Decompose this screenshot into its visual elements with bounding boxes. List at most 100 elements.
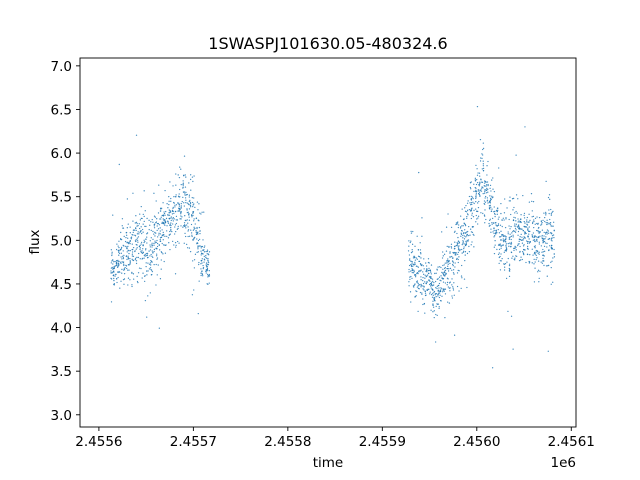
data-point [156,245,159,248]
data-point [141,228,144,231]
data-point [471,214,473,216]
data-point [425,265,428,267]
data-point [149,224,151,226]
data-point [121,255,124,257]
data-point [178,193,180,195]
data-point [206,267,209,270]
data-point [158,184,160,186]
data-point [123,273,126,275]
data-point [128,269,130,271]
data-point [548,222,550,225]
data-point [117,276,119,279]
data-point [483,185,485,187]
data-point [117,263,120,265]
data-point [523,231,526,233]
data-point [142,251,145,253]
data-point [137,272,140,274]
data-point [443,253,446,255]
data-point [548,212,550,215]
data-point [420,284,422,287]
data-point [477,202,479,204]
data-point [422,285,424,287]
data-point [183,202,185,204]
chart-title: 1SWASPJ101630.05-480324.6 [208,34,447,53]
data-point [136,239,139,241]
data-point [463,231,465,234]
data-point [433,317,435,319]
data-point [435,305,437,308]
data-point [491,367,494,369]
data-point [169,249,171,251]
data-point [178,207,180,210]
data-point [185,199,187,201]
data-point [429,277,432,279]
data-point [200,213,202,215]
data-point [206,257,208,260]
data-point [175,219,177,221]
data-point [201,262,203,264]
data-point [438,306,440,308]
data-point [489,187,491,190]
data-point [134,234,136,236]
data-point [412,230,414,233]
data-point [150,229,152,232]
data-point [409,258,411,260]
data-point [158,232,160,234]
data-point [491,195,493,197]
data-point [517,225,520,227]
data-point [553,253,556,255]
data-point [170,200,172,202]
data-point [192,210,195,213]
data-point [455,258,458,260]
data-point [204,245,206,247]
data-point [498,256,500,259]
data-point [143,239,145,241]
data-point [489,201,491,203]
data-point [528,238,530,240]
data-point [166,230,168,232]
data-point [509,242,511,244]
data-point [186,208,188,210]
data-point [202,264,204,267]
data-point [538,243,541,245]
data-point [471,226,474,228]
data-point [157,264,159,266]
data-point [426,271,428,273]
data-point [146,316,148,318]
data-point [140,250,142,252]
data-point [480,212,482,214]
data-point [431,285,433,287]
data-point [511,232,513,234]
data-point [208,251,211,253]
data-point [537,223,539,225]
data-point [493,190,496,193]
data-point [423,289,425,291]
data-point [174,226,176,228]
data-point [427,272,430,274]
data-point [133,278,135,280]
data-point [115,273,117,275]
data-point [510,245,512,248]
y-tick-label: 3.5 [51,364,72,380]
data-point [193,267,196,269]
data-point [506,248,508,250]
data-point [183,191,186,193]
data-point [495,231,498,233]
data-point [467,214,469,216]
data-point [429,293,431,295]
data-point [181,216,183,218]
data-point [432,294,434,296]
data-point [413,270,415,272]
data-point [498,252,500,254]
data-point [494,235,496,237]
data-point [145,252,147,255]
data-point [142,223,144,225]
data-point [410,230,412,233]
data-point [466,217,468,220]
data-point [113,270,115,272]
data-point [498,232,501,234]
data-point [525,261,527,264]
data-point [122,250,124,252]
data-point [467,239,470,241]
data-point [408,264,411,267]
